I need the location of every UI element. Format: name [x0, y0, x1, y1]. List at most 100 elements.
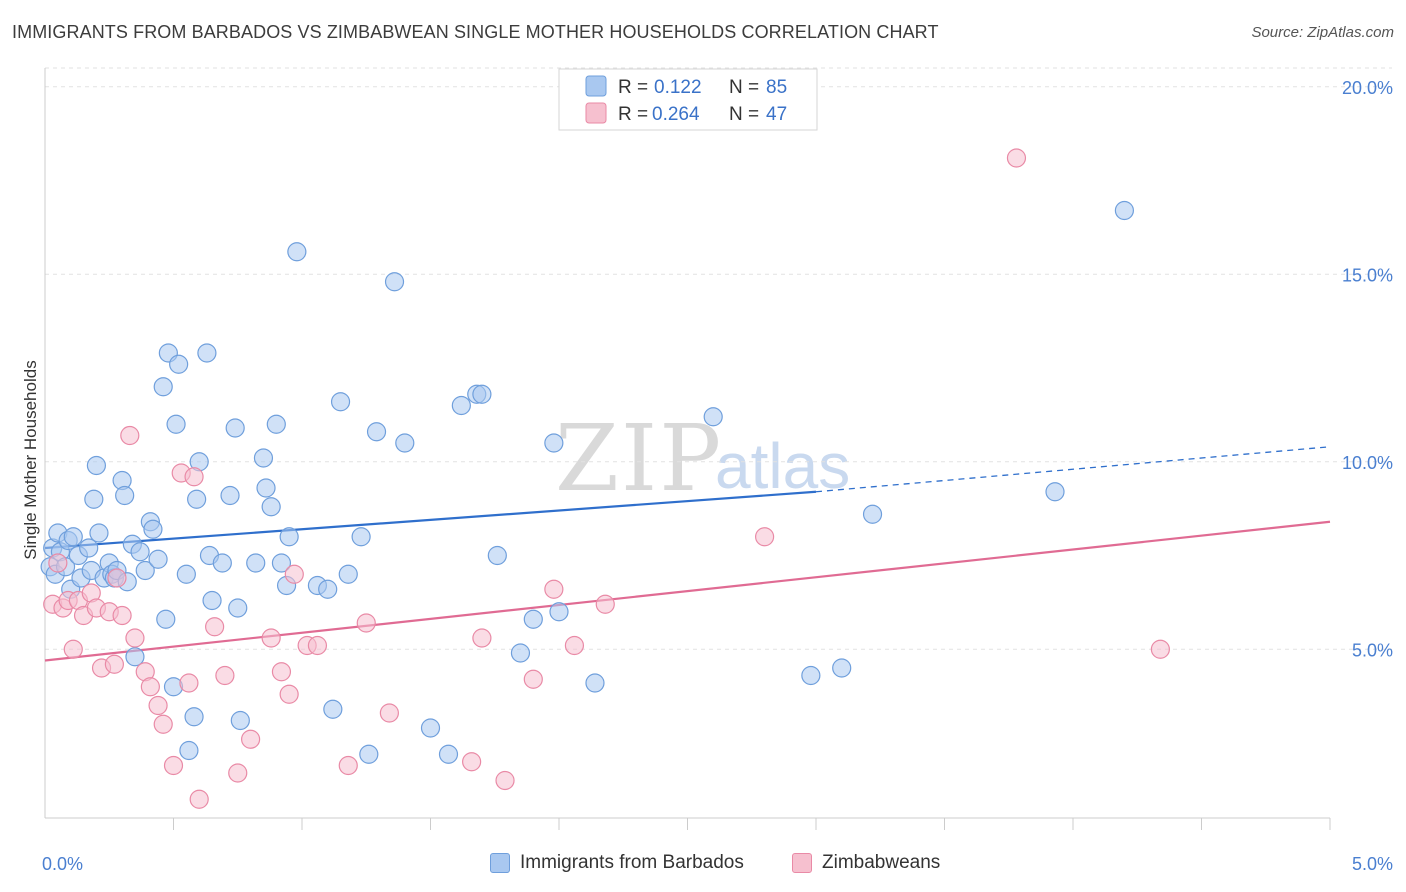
point-barbados: [351, 527, 371, 547]
point-zimbabwe: [261, 628, 281, 648]
point-barbados: [420, 718, 441, 738]
point-barbados: [261, 497, 281, 517]
x-tick-label: 0.0%: [42, 854, 83, 874]
point-barbados: [115, 485, 135, 506]
legend-n-value-barbados: 85: [766, 77, 787, 98]
point-barbados: [287, 242, 307, 262]
point-barbados: [202, 590, 222, 611]
point-barbados: [862, 504, 883, 524]
point-barbados: [184, 707, 204, 727]
point-barbados: [187, 489, 207, 509]
point-zimbabwe: [63, 639, 83, 659]
point-barbados: [86, 455, 107, 476]
point-zimbabwe: [523, 669, 543, 689]
point-zimbabwe: [595, 594, 615, 614]
point-zimbabwe: [48, 553, 68, 573]
point-zimbabwe: [307, 635, 328, 656]
point-barbados: [156, 609, 176, 629]
point-barbados: [271, 553, 292, 573]
legend-r-value-barbados: 0.122: [654, 77, 702, 98]
point-zimbabwe: [495, 770, 515, 791]
point-barbados: [130, 542, 150, 562]
y-tick-label: 15.0%: [1342, 265, 1393, 285]
legend-r-value-zimbabwe: 0.264: [652, 104, 700, 125]
legend-swatch-barbados: [585, 75, 607, 97]
point-barbados: [472, 384, 492, 404]
point-zimbabwe: [189, 789, 209, 809]
point-zimbabwe: [104, 654, 124, 674]
point-barbados: [366, 422, 387, 442]
point-zimbabwe: [462, 752, 482, 772]
y-tick-label: 10.0%: [1342, 453, 1393, 473]
watermark-zip: ZIP: [555, 405, 723, 512]
point-zimbabwe: [1006, 148, 1027, 168]
x-tick-label: 5.0%: [1352, 854, 1393, 874]
point-barbados: [1114, 200, 1135, 221]
watermark: ZIP atlas: [555, 405, 850, 512]
y-tick-label: 20.0%: [1342, 78, 1393, 98]
point-zimbabwe: [184, 467, 204, 487]
bottom-legend-label-barbados: Immigrants from Barbados: [520, 852, 744, 873]
point-barbados: [801, 665, 821, 686]
bottom-legend-swatch-barbados: [490, 853, 510, 873]
legend-n-label-zimbabwe: N =: [729, 104, 759, 125]
point-barbados: [703, 407, 723, 427]
trendline-barbados-extension: [815, 446, 1331, 493]
legend-n-label-barbados: N =: [729, 77, 759, 98]
bottom-legend-swatch-zimbabwe: [792, 853, 812, 873]
point-barbados: [438, 744, 459, 764]
point-barbados: [228, 598, 248, 618]
point-barbados: [225, 418, 245, 438]
point-barbados: [79, 538, 99, 558]
point-barbados: [135, 560, 155, 581]
data-points: [40, 148, 1170, 809]
trend-lines: [44, 446, 1331, 662]
point-zimbabwe: [356, 613, 376, 633]
point-zimbabwe: [472, 628, 492, 648]
point-zimbabwe: [107, 568, 127, 588]
point-barbados: [585, 673, 605, 693]
point-barbados: [230, 710, 250, 731]
point-barbados: [212, 553, 232, 573]
point-zimbabwe: [754, 527, 775, 547]
axes: [44, 68, 1330, 819]
point-barbados: [279, 527, 299, 547]
point-zimbabwe: [179, 673, 199, 693]
point-barbados: [125, 647, 145, 667]
point-zimbabwe: [379, 703, 399, 723]
y-tick-label: 5.0%: [1352, 640, 1393, 660]
source-credit: Source: ZipAtlas.com: [1251, 24, 1394, 41]
point-barbados: [266, 414, 286, 434]
point-barbados: [395, 433, 415, 453]
point-barbados: [323, 699, 343, 719]
watermark-atlas: atlas: [715, 430, 850, 502]
point-barbados: [510, 643, 531, 663]
point-barbados: [487, 545, 507, 566]
point-zimbabwe: [228, 763, 248, 783]
point-barbados: [148, 549, 168, 569]
point-barbados: [246, 553, 266, 573]
point-barbados: [169, 354, 189, 374]
tick-labels: 5.0% 10.0% 15.0% 20.0% 0.0% 5.0%: [42, 78, 1393, 874]
point-zimbabwe: [215, 665, 235, 686]
legend-n-value-zimbabwe: 47: [766, 104, 787, 125]
point-zimbabwe: [338, 755, 358, 776]
point-zimbabwe: [279, 684, 299, 704]
point-zimbabwe: [112, 605, 132, 626]
point-barbados: [330, 392, 351, 412]
point-zimbabwe: [284, 564, 304, 584]
point-barbados: [1045, 482, 1065, 502]
point-zimbabwe: [271, 662, 292, 682]
legend-r-label-zimbabwe: R =: [618, 104, 648, 125]
point-zimbabwe: [120, 425, 140, 446]
point-barbados: [143, 519, 163, 539]
point-barbados: [253, 448, 274, 468]
point-barbados: [451, 395, 471, 416]
point-barbados: [384, 272, 405, 292]
bottom-legend-label-zimbabwe: Zimbabweans: [822, 852, 941, 873]
point-barbados: [523, 609, 543, 629]
point-zimbabwe: [564, 635, 585, 656]
point-zimbabwe: [140, 677, 160, 697]
point-barbados: [197, 343, 217, 363]
